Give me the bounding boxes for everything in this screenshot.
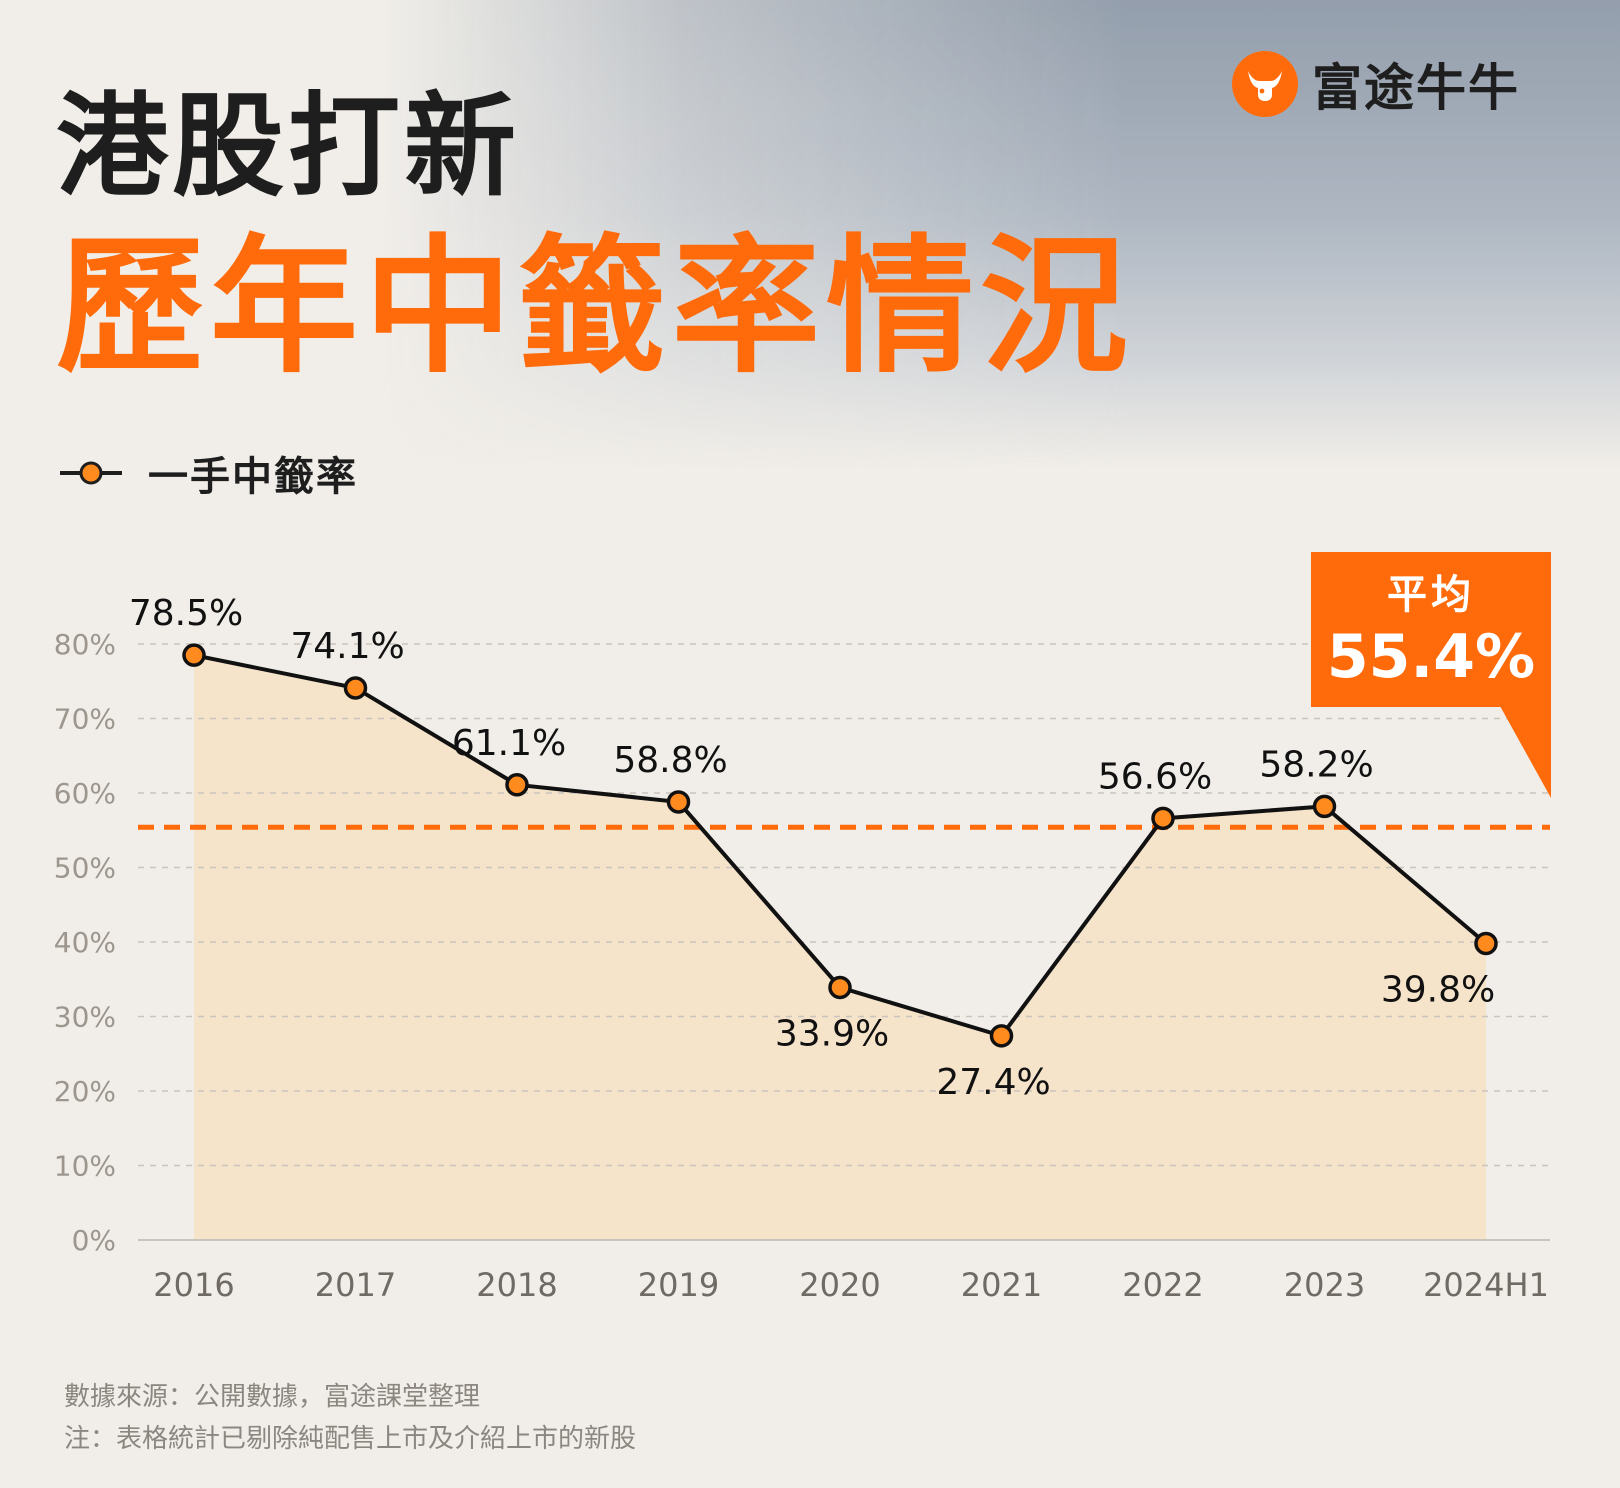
y-tick-label: 10% xyxy=(54,1150,116,1183)
background-bull-artwork xyxy=(380,0,1620,470)
data-point xyxy=(1151,806,1175,831)
data-point xyxy=(828,975,852,1000)
average-callout: 平均 55.4% xyxy=(1311,552,1551,707)
y-tick-label: 70% xyxy=(54,703,116,736)
data-point xyxy=(1474,931,1498,956)
brand-logo-group: 富途牛牛 xyxy=(1232,50,1520,118)
data-point xyxy=(666,790,691,814)
footnote: 注：表格統計已剔除純配售上市及介紹上市的新股 xyxy=(64,1424,637,1454)
x-tick-label: 2019 xyxy=(638,1266,719,1304)
data-point xyxy=(1312,794,1337,819)
brand-name: 富途牛牛 xyxy=(1312,59,1520,117)
data-label: 74.1% xyxy=(290,626,404,667)
legend-label: 一手中籤率 xyxy=(148,454,358,500)
x-tick-label: 2022 xyxy=(1122,1266,1203,1304)
legend-marker-icon xyxy=(60,461,122,485)
y-tick-label: 40% xyxy=(54,926,116,959)
y-tick-label: 80% xyxy=(54,628,116,661)
bull-head-icon xyxy=(1232,51,1298,117)
x-tick-label: 2023 xyxy=(1284,1266,1365,1304)
data-label: 78.5% xyxy=(129,593,243,634)
page-subtitle: 歷年中籤率情況 xyxy=(56,221,1134,393)
x-tick-label: 2020 xyxy=(799,1266,880,1304)
y-tick-label: 50% xyxy=(54,852,116,885)
data-point xyxy=(989,1024,1014,1048)
source-note: 數據來源：公開數據，富途課堂整理 xyxy=(64,1382,481,1412)
y-tick-label: 20% xyxy=(54,1075,116,1108)
data-point xyxy=(505,773,529,797)
x-tick-label: 2021 xyxy=(961,1266,1042,1304)
data-label: 39.8% xyxy=(1381,969,1495,1010)
y-tick-label: 30% xyxy=(54,1001,116,1034)
y-tick-label: 0% xyxy=(72,1224,116,1257)
series-area-fill xyxy=(194,655,1486,1240)
data-label: 58.2% xyxy=(1259,744,1373,785)
average-callout-title: 平均 xyxy=(1387,572,1475,618)
x-tick-label: 2016 xyxy=(153,1266,234,1304)
x-tick-label: 2018 xyxy=(476,1266,557,1304)
y-tick-label: 60% xyxy=(54,777,116,810)
x-tick-label: 2024H1 xyxy=(1423,1266,1549,1304)
data-label: 27.4% xyxy=(936,1062,1050,1103)
data-label: 61.1% xyxy=(452,723,566,764)
data-label: 56.6% xyxy=(1098,756,1212,797)
x-tick-label: 2017 xyxy=(315,1266,396,1304)
page-title: 港股打新 xyxy=(56,82,520,212)
data-point xyxy=(343,676,368,700)
average-callout-value: 55.4% xyxy=(1326,622,1536,692)
average-callout-pointer xyxy=(1500,706,1551,798)
data-point xyxy=(182,643,206,667)
data-label: 58.8% xyxy=(613,740,727,781)
data-label: 33.9% xyxy=(775,1013,889,1054)
chart-legend: 一手中籤率 xyxy=(58,448,358,500)
